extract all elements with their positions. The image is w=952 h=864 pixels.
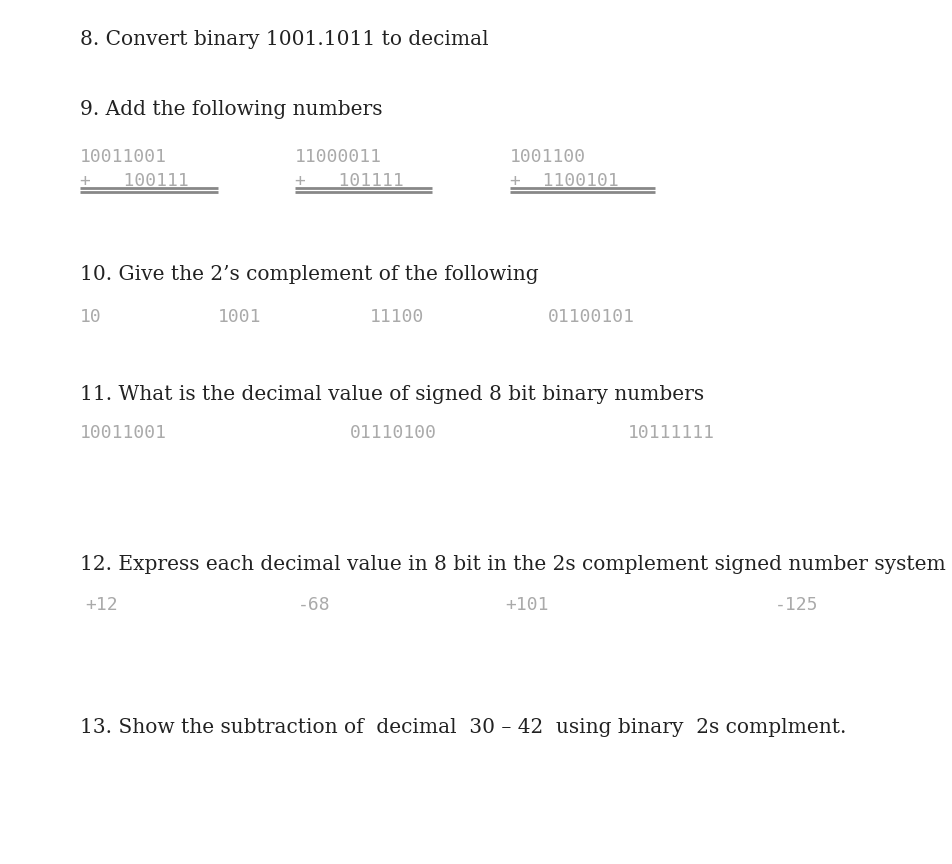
Text: +   101111: + 101111 (295, 172, 404, 190)
Text: +12: +12 (85, 596, 117, 614)
Text: 10111111: 10111111 (627, 424, 714, 442)
Text: 11. What is the decimal value of signed 8 bit binary numbers: 11. What is the decimal value of signed … (80, 385, 704, 404)
Text: +   100111: + 100111 (80, 172, 188, 190)
Text: +101: +101 (505, 596, 548, 614)
Text: 01100101: 01100101 (547, 308, 634, 326)
Text: 10011001: 10011001 (80, 424, 167, 442)
Text: 12. Express each decimal value in 8 bit in the 2s complement signed number syste: 12. Express each decimal value in 8 bit … (80, 555, 944, 574)
Text: 10: 10 (80, 308, 102, 326)
Text: -68: -68 (298, 596, 330, 614)
Text: 10. Give the 2’s complement of the following: 10. Give the 2’s complement of the follo… (80, 265, 538, 284)
Text: 11100: 11100 (369, 308, 424, 326)
Text: 1001100: 1001100 (509, 148, 585, 166)
Text: 01110100: 01110100 (349, 424, 437, 442)
Text: 13. Show the subtraction of  decimal  30 – 42  using binary  2s complment.: 13. Show the subtraction of decimal 30 –… (80, 718, 845, 737)
Text: 1001: 1001 (218, 308, 261, 326)
Text: 11000011: 11000011 (295, 148, 382, 166)
Text: 8. Convert binary 1001.1011 to decimal: 8. Convert binary 1001.1011 to decimal (80, 30, 488, 49)
Text: 10011001: 10011001 (80, 148, 167, 166)
Text: +  1100101: + 1100101 (509, 172, 618, 190)
Text: 9. Add the following numbers: 9. Add the following numbers (80, 100, 382, 119)
Text: -125: -125 (774, 596, 818, 614)
